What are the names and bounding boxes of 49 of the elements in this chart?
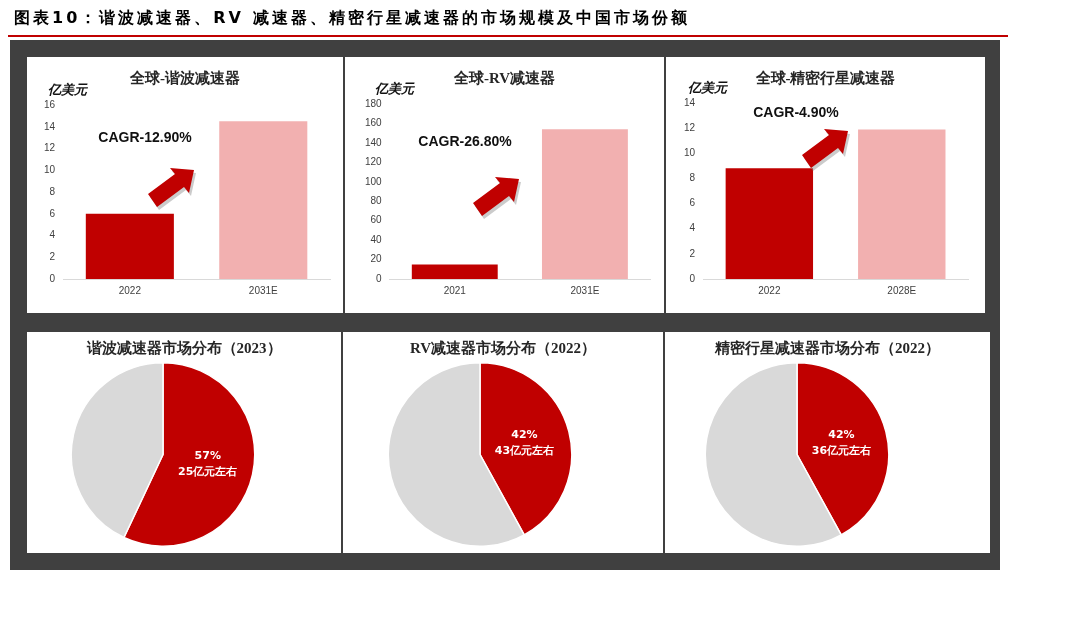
chart-title: 精密行星减速器市场分布（2022） bbox=[714, 338, 940, 356]
data-label: 42% 36亿元左右 bbox=[811, 427, 872, 457]
annotation: CAGR-12.90% bbox=[98, 128, 193, 145]
y-tick-label: 0 bbox=[376, 272, 383, 284]
chart-title: 全球-谐波减速器 bbox=[129, 69, 240, 86]
y-tick-label: 4 bbox=[689, 222, 696, 234]
chart-title: 全球-RV减速器 bbox=[452, 69, 556, 86]
data-label: 42% 43亿元左右 bbox=[494, 427, 555, 457]
y-tick-label: 14 bbox=[684, 96, 696, 108]
y-tick-label: 0 bbox=[49, 272, 56, 284]
chart-title: RV减速器市场分布（2022） bbox=[409, 338, 597, 356]
y-tick-label: 0 bbox=[689, 272, 696, 284]
y-tick-label: 140 bbox=[365, 136, 383, 148]
data-label: 57% 25亿元左右 bbox=[178, 449, 238, 479]
y-tick-label: 4 bbox=[49, 229, 56, 241]
y-tick-label: 180 bbox=[365, 97, 383, 109]
y-tick-label: 8 bbox=[49, 185, 56, 197]
x-tick-label: 2031E bbox=[248, 284, 279, 296]
x-tick-label: 2031E bbox=[570, 284, 600, 296]
y-tick-label: 8 bbox=[689, 172, 696, 184]
y-axis-title: 亿美元 bbox=[688, 80, 730, 96]
y-tick-label: 120 bbox=[365, 156, 383, 168]
annotation: CAGR-26.80% bbox=[418, 132, 513, 149]
y-tick-label: 20 bbox=[370, 253, 383, 265]
y-tick-label: 160 bbox=[365, 117, 383, 129]
y-tick-label: 6 bbox=[689, 197, 696, 209]
x-tick-label: 2021 bbox=[443, 284, 467, 296]
y-tick-label: 100 bbox=[365, 175, 383, 187]
chart-title: 全球-精密行星减速器 bbox=[754, 68, 896, 86]
chart-title: 谐波减速器市场分布（2023） bbox=[85, 338, 282, 356]
annotation: CAGR-4.90% bbox=[753, 103, 840, 120]
x-tick-label: 2028E bbox=[887, 284, 917, 296]
y-tick-label: 10 bbox=[44, 164, 56, 175]
y-tick-label: 60 bbox=[370, 214, 383, 226]
y-tick-label: 12 bbox=[684, 121, 696, 133]
text: 图表10：谐波减速器、RV 减速器、精密行星减速器的市场规模及中国市场份额 bbox=[14, 7, 690, 29]
y-tick-label: 10 bbox=[684, 147, 696, 159]
y-axis-title: 亿美元 bbox=[48, 82, 90, 98]
y-tick-label: 2 bbox=[49, 251, 56, 262]
x-tick-label: 2022 bbox=[118, 284, 142, 296]
y-tick-label: 16 bbox=[44, 98, 56, 110]
y-tick-label: 6 bbox=[49, 207, 56, 219]
y-tick-label: 14 bbox=[44, 120, 56, 132]
y-tick-label: 12 bbox=[44, 142, 56, 154]
x-tick-label: 2022 bbox=[758, 284, 781, 296]
y-tick-label: 80 bbox=[370, 194, 383, 206]
y-tick-label: 40 bbox=[370, 233, 383, 245]
y-tick-label: 2 bbox=[689, 247, 696, 259]
y-axis-title: 亿美元 bbox=[374, 81, 416, 97]
